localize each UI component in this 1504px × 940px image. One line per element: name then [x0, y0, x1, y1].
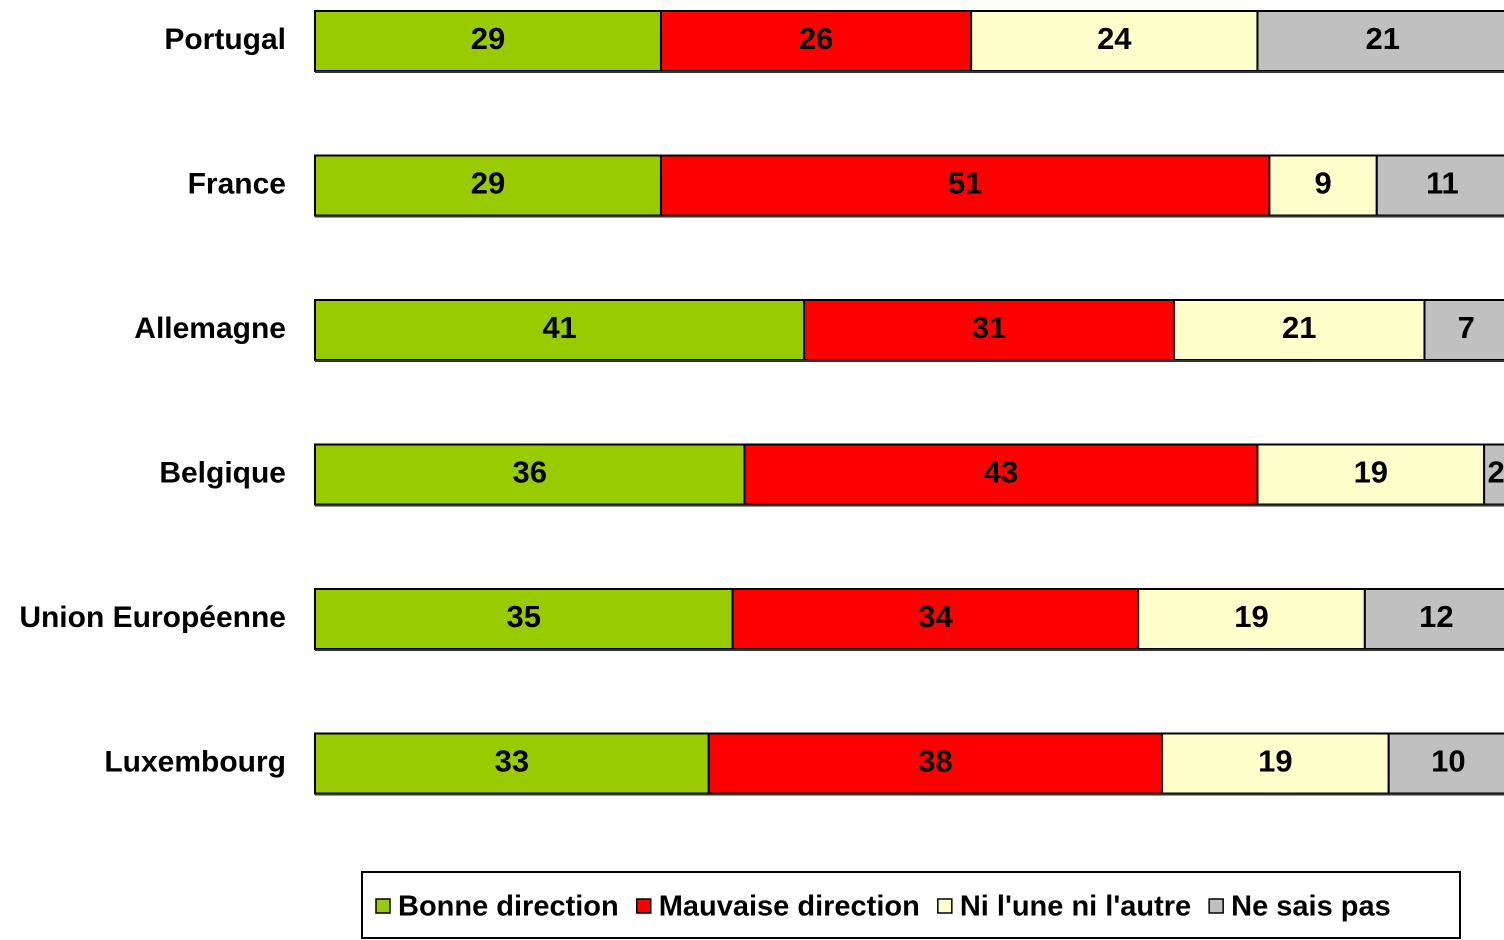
bar-segment [743, 443, 1259, 506]
data-label: 19 [1258, 744, 1292, 779]
data-label: 10 [1431, 744, 1465, 779]
data-label: 35 [507, 599, 541, 634]
data-label: 33 [495, 744, 529, 779]
legend-label: Bonne direction [398, 891, 619, 923]
bar-segment [1172, 299, 1426, 361]
data-label: 12 [1419, 599, 1453, 634]
data-label: 21 [1365, 21, 1399, 56]
bar-segment [970, 10, 1259, 72]
data-label: 29 [471, 21, 505, 56]
legend-label: Mauvaise direction [659, 891, 920, 923]
category-label: Union Européenne [19, 601, 286, 634]
bar-segment [707, 732, 1164, 795]
data-label: 24 [1097, 21, 1132, 56]
legend-swatch [937, 898, 953, 914]
bar-segment [314, 588, 734, 650]
bar-segment [1256, 443, 1486, 506]
data-label: 41 [542, 310, 576, 345]
category-label: Portugal [164, 23, 286, 56]
data-label: 26 [799, 21, 833, 56]
legend-swatch [635, 898, 652, 914]
data-label: 51 [948, 166, 982, 201]
data-label: 2 [1487, 455, 1504, 490]
bar-segment [659, 10, 973, 72]
bar-segment [1387, 732, 1504, 795]
bar-segment [659, 154, 1271, 217]
data-label: 11 [1426, 166, 1459, 201]
bar-segment [314, 299, 806, 361]
data-label: 31 [972, 310, 1006, 345]
bar-segment [731, 588, 1140, 650]
data-label: 36 [512, 455, 546, 490]
legend-box [361, 871, 1461, 939]
bar-segment [1256, 10, 1504, 72]
bar-segment [314, 732, 710, 795]
data-label: 29 [471, 166, 505, 201]
category-label: Belgique [159, 456, 286, 489]
data-label: 43 [984, 455, 1018, 490]
bar-segment [1423, 299, 1504, 361]
legend-swatch [1208, 898, 1224, 914]
bar-segment [1161, 732, 1390, 795]
data-label: 7 [1458, 310, 1475, 345]
category-label: France [188, 167, 286, 200]
bar-segment [314, 10, 662, 72]
data-label: 21 [1282, 310, 1316, 345]
legend-label: Ne sais pas [1231, 891, 1391, 923]
data-label: 19 [1354, 455, 1388, 490]
legend-swatch [375, 898, 391, 914]
legend-label: Ni l'une ni l'autre [960, 891, 1191, 923]
data-label: 34 [918, 599, 953, 634]
data-label: 19 [1234, 599, 1268, 634]
category-label: Allemagne [134, 312, 286, 345]
data-label: 9 [1314, 166, 1331, 201]
category-label: Luxembourg [104, 745, 286, 778]
data-label: 38 [918, 744, 952, 779]
